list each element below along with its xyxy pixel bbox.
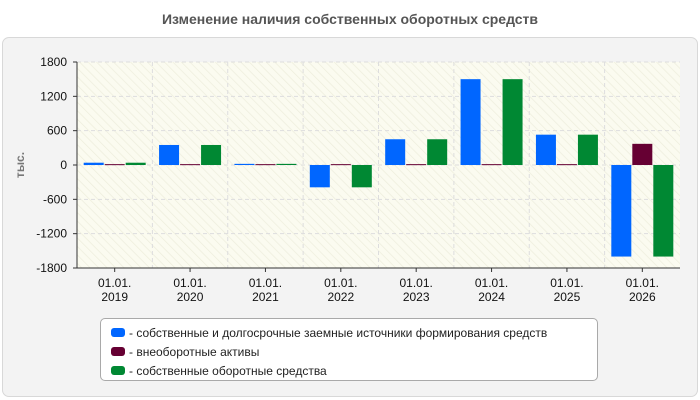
x-tick-label: 01.01. <box>249 276 282 290</box>
bar-series-1 <box>611 165 632 257</box>
legend-label: - собственные оборотные средства <box>129 363 327 378</box>
legend-swatch <box>111 366 125 375</box>
x-tick-label: 2019 <box>101 290 128 304</box>
x-tick-label: 01.01. <box>98 276 131 290</box>
bar-series-2 <box>481 164 502 166</box>
x-tick-label: 01.01. <box>400 276 433 290</box>
bar-series-1 <box>535 134 556 165</box>
x-tick-label: 01.01. <box>324 276 357 290</box>
chart-legend: - собственные и долгосрочные заемные ист… <box>100 318 598 381</box>
x-tick-label: 2022 <box>327 290 354 304</box>
bar-series-2 <box>104 164 125 166</box>
x-tick-label: 2020 <box>177 290 204 304</box>
bar-series-1 <box>385 139 406 165</box>
bar-series-3 <box>201 144 222 165</box>
x-tick-label: 01.01. <box>173 276 206 290</box>
y-tick-label: -1800 <box>36 261 67 275</box>
legend-swatch <box>111 347 125 356</box>
bar-series-2 <box>255 164 276 166</box>
legend-label: - внеоборотные активы <box>129 344 260 359</box>
x-tick-label: 2023 <box>403 290 430 304</box>
y-tick-label: 600 <box>47 124 67 138</box>
y-tick-label: 1800 <box>40 55 67 69</box>
bar-series-3 <box>502 79 523 165</box>
y-tick-label: -1200 <box>36 227 67 241</box>
bar-series-3 <box>276 163 297 165</box>
y-tick-label: 1200 <box>40 89 67 103</box>
x-tick-label: 2024 <box>478 290 505 304</box>
bar-series-1 <box>83 162 104 165</box>
y-tick-label: 0 <box>60 158 67 172</box>
x-tick-label: 01.01. <box>626 276 659 290</box>
bar-series-2 <box>632 143 653 165</box>
x-tick-label: 01.01. <box>475 276 508 290</box>
bar-series-1 <box>460 79 481 165</box>
bar-series-1 <box>309 165 330 188</box>
legend-item: - внеоборотные активы <box>101 342 597 361</box>
legend-swatch <box>111 328 125 337</box>
bar-series-2 <box>556 164 577 166</box>
x-tick-label: 2021 <box>252 290 279 304</box>
bar-series-3 <box>125 162 146 165</box>
y-tick-label: -600 <box>43 192 67 206</box>
bar-series-1 <box>159 144 180 165</box>
x-tick-label: 2025 <box>554 290 581 304</box>
bar-series-3 <box>653 165 674 257</box>
chart-title: Изменение наличия собственных оборотных … <box>161 11 539 27</box>
x-tick-label: 01.01. <box>550 276 583 290</box>
bar-series-1 <box>234 163 255 165</box>
legend-item: - собственные оборотные средства <box>101 361 597 380</box>
bar-series-3 <box>427 139 448 165</box>
bar-series-2 <box>180 164 201 166</box>
legend-label: - собственные и долгосрочные заемные ист… <box>129 325 548 340</box>
bar-series-3 <box>577 134 598 165</box>
y-axis-label: тыс. <box>13 152 27 178</box>
legend-item: - собственные и долгосрочные заемные ист… <box>101 323 597 342</box>
bar-series-2 <box>330 164 351 166</box>
x-tick-label: 2026 <box>629 290 656 304</box>
bar-series-2 <box>406 164 427 166</box>
bar-series-3 <box>351 165 372 188</box>
